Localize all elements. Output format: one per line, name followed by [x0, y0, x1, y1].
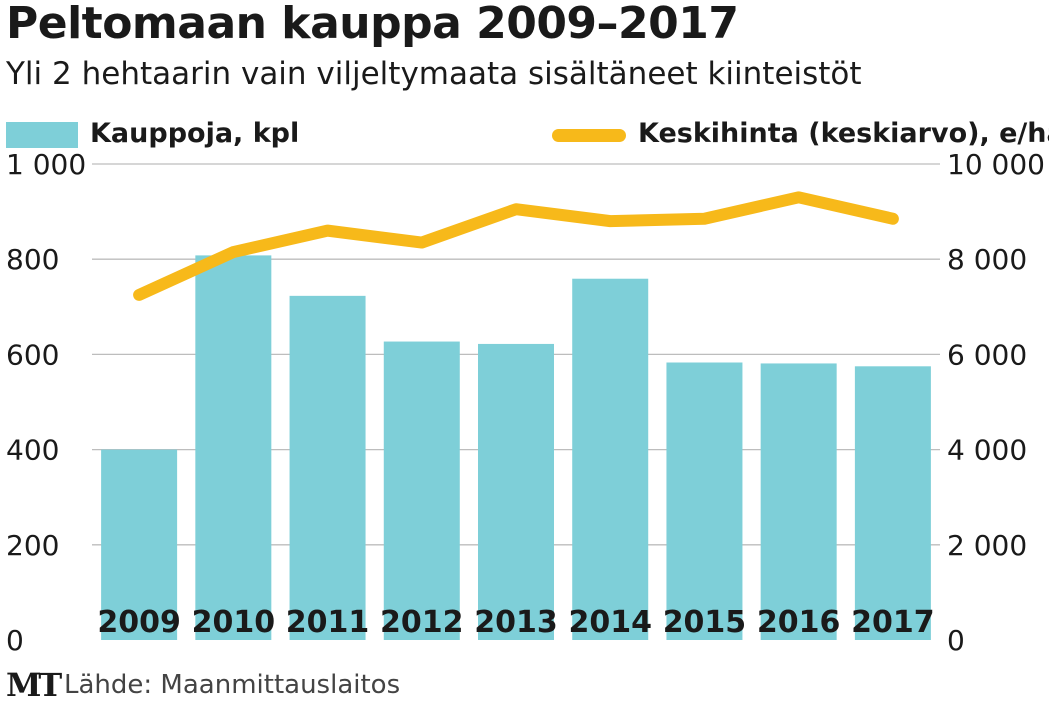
y-left-tick-label: 0	[6, 624, 24, 657]
price-point	[232, 251, 235, 254]
x-category-label: 2011	[286, 605, 370, 640]
legend-bar-swatch	[6, 122, 78, 148]
y-left-tick-label: 1 000	[6, 148, 86, 181]
legend-line-label: Keskihinta (keskiarvo), e/ha	[638, 118, 1049, 149]
x-category-label: 2009	[97, 605, 181, 640]
price-point	[609, 220, 612, 223]
price-point	[420, 241, 423, 244]
price-point	[326, 229, 329, 232]
y-left-tick-label: 800	[6, 243, 59, 276]
bar	[572, 278, 649, 640]
y-right-tick-label: 8 000	[947, 243, 1027, 276]
y-right-tick-label: 6 000	[947, 338, 1027, 371]
x-category-label: 2017	[851, 605, 935, 640]
x-category-label: 2014	[568, 605, 652, 640]
bar	[666, 362, 743, 640]
bar	[289, 295, 366, 640]
y-right-tick-label: 2 000	[947, 529, 1027, 562]
price-point	[515, 208, 517, 211]
chart-title: Peltomaan kauppa 2009–2017	[6, 0, 739, 49]
x-category-label: 2012	[380, 605, 464, 640]
x-category-label: 2016	[757, 605, 841, 640]
legend-line-swatch	[552, 129, 626, 142]
bar	[195, 255, 272, 640]
y-left-tick-label: 600	[6, 338, 59, 371]
price-point	[703, 217, 706, 220]
y-right-tick-label: 4 000	[947, 434, 1027, 467]
bar	[478, 343, 554, 640]
x-category-label: 2015	[663, 605, 747, 640]
y-left-tick-label: 200	[6, 529, 59, 562]
y-right-tick-label: 10 000	[947, 148, 1045, 181]
bar	[854, 366, 931, 640]
price-point	[891, 217, 894, 220]
y-right-tick-label: 0	[947, 624, 965, 657]
x-category-label: 2010	[192, 605, 276, 640]
mt-logo: MT	[6, 666, 62, 704]
legend-bar-label: Kauppoja, kpl	[90, 118, 300, 149]
bar	[383, 341, 460, 640]
chart-subtitle: Yli 2 hehtaarin vain viljeltymaata sisäl…	[6, 56, 862, 92]
x-category-label: 2013	[474, 605, 558, 640]
price-point	[138, 293, 141, 296]
y-left-tick-label: 400	[6, 434, 59, 467]
price-point	[797, 196, 800, 199]
source-note: Lähde: Maanmittauslaitos	[64, 670, 401, 700]
bar	[760, 363, 837, 640]
bar	[101, 449, 178, 640]
